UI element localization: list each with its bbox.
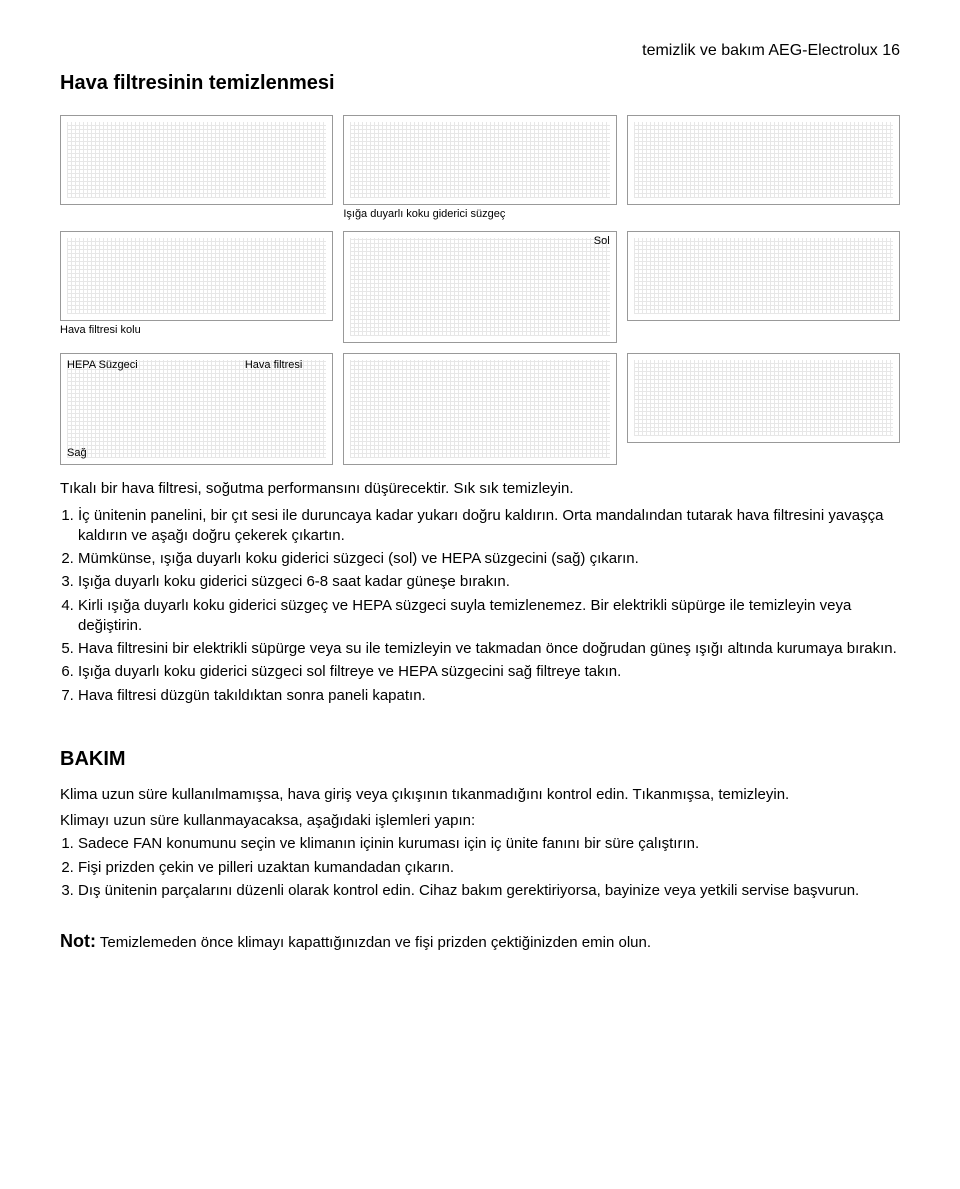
section-title-cleaning: Hava filtresinin temizlenmesi xyxy=(60,70,900,97)
figure-4: Hava filtresi kolu xyxy=(60,231,333,343)
page-header: temizlik ve bakım AEG-Electrolux 16 xyxy=(60,40,900,62)
cleaning-step: Işığa duyarlı koku giderici süzgeci 6-8 … xyxy=(78,572,900,592)
figure-grid: Işığa duyarlı koku giderici süzgeç Hava … xyxy=(60,115,900,466)
section-title-maintenance: BAKIM xyxy=(60,746,900,773)
cleaning-step: Işığa duyarlı koku giderici süzgeci sol … xyxy=(78,662,900,682)
maintenance-step: Dış ünitenin parçalarını düzenli olarak … xyxy=(78,881,900,901)
figure-5: Sol xyxy=(343,231,616,343)
figure-2-label: Işığa duyarlı koku giderici süzgeç xyxy=(343,207,616,222)
figure-1 xyxy=(60,115,333,222)
cleaning-step: Kirli ışığa duyarlı koku giderici süzgeç… xyxy=(78,596,900,637)
figure-9 xyxy=(627,353,900,465)
note-label: Not: xyxy=(60,931,96,951)
cleaning-steps: İç ünitenin panelini, bir çıt sesi ile d… xyxy=(78,506,900,706)
figure-4-label: Hava filtresi kolu xyxy=(60,323,333,338)
figure-7-label-left: HEPA Süzgeci xyxy=(67,358,138,373)
figure-2: Işığa duyarlı koku giderici süzgeç xyxy=(343,115,616,222)
figure-7-label-right: Hava filtresi xyxy=(245,358,302,373)
figure-3 xyxy=(627,115,900,222)
note-block: Not: Temizlemeden önce klimayı kapattığı… xyxy=(60,929,900,953)
figure-6 xyxy=(627,231,900,343)
figure-8 xyxy=(343,353,616,465)
maintenance-steps: Sadece FAN konumunu seçin ve klimanın iç… xyxy=(78,834,900,901)
cleaning-step: Mümkünse, ışığa duyarlı koku giderici sü… xyxy=(78,549,900,569)
maintenance-p1: Klima uzun süre kullanılmamışsa, hava gi… xyxy=(60,785,900,805)
cleaning-step: Hava filtresi düzgün takıldıktan sonra p… xyxy=(78,686,900,706)
maintenance-p2: Klimayı uzun süre kullanmayacaksa, aşağı… xyxy=(60,811,900,831)
note-text: Temizlemeden önce klimayı kapattığınızda… xyxy=(96,934,651,951)
maintenance-step: Fişi prizden çekin ve pilleri uzaktan ku… xyxy=(78,858,900,878)
cleaning-step: Hava filtresini bir elektrikli süpürge v… xyxy=(78,639,900,659)
figure-7: HEPA Süzgeci Hava filtresi Sağ xyxy=(60,353,333,465)
cleaning-intro: Tıkalı bir hava filtresi, soğutma perfor… xyxy=(60,479,900,499)
figure-5-label: Sol xyxy=(594,234,610,249)
figure-7-label-bottom: Sağ xyxy=(67,446,87,461)
cleaning-step: İç ünitenin panelini, bir çıt sesi ile d… xyxy=(78,506,900,547)
maintenance-step: Sadece FAN konumunu seçin ve klimanın iç… xyxy=(78,834,900,854)
